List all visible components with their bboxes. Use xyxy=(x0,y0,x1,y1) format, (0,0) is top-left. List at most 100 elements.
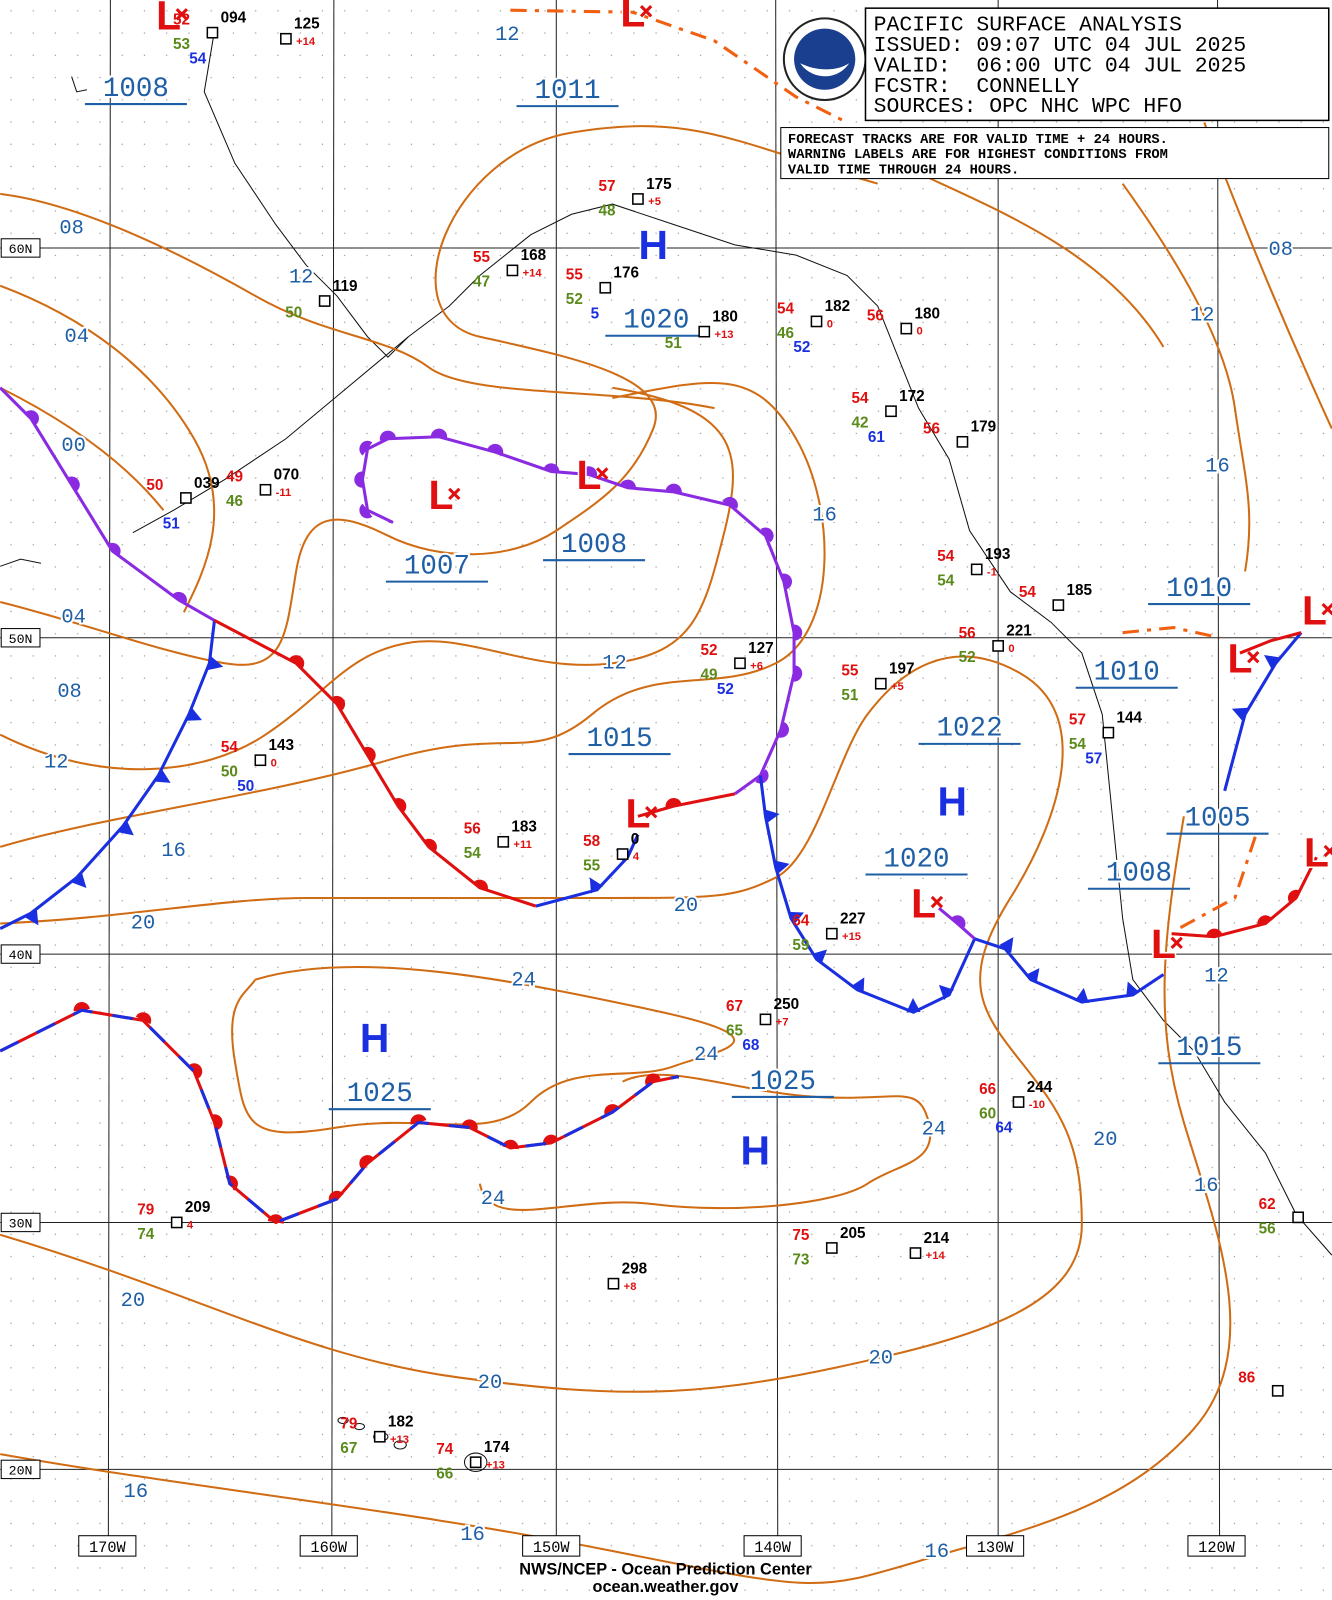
station-tendency: 0 xyxy=(271,757,277,769)
low-center: L xyxy=(1302,587,1327,633)
station-temp: 55 xyxy=(473,249,491,266)
station-marker xyxy=(259,483,272,496)
station-pressure: 127 xyxy=(748,640,774,657)
pressure-label: 1008 xyxy=(1106,859,1172,890)
isobar-label: 12 xyxy=(44,751,68,774)
station-pressure: 175 xyxy=(646,176,672,193)
station-dew: 73 xyxy=(792,1251,809,1268)
isobar-label: 20 xyxy=(478,1372,502,1395)
station-marker xyxy=(1102,726,1115,739)
station-tendency: +7 xyxy=(776,1017,789,1029)
station-marker xyxy=(970,563,983,576)
station-pressure: 182 xyxy=(825,298,851,315)
isobar-label: 04 xyxy=(64,326,88,349)
station-pressure: 094 xyxy=(221,9,247,26)
station-extra: 52 xyxy=(717,681,734,698)
station-tendency: +14 xyxy=(523,268,543,280)
station-dew: 55 xyxy=(583,857,601,874)
low-center: L xyxy=(1304,829,1329,875)
station-temp: 54 xyxy=(221,739,239,756)
pressure-label: 1011 xyxy=(534,76,600,107)
station-dew: 54 xyxy=(937,573,955,590)
isobar-label: 12 xyxy=(495,24,519,47)
station-pressure: 205 xyxy=(840,1225,866,1242)
station-marker xyxy=(759,1013,772,1026)
station-temp: 52 xyxy=(173,11,190,28)
pressure-label: 1022 xyxy=(937,714,1003,745)
station-extra: 50 xyxy=(237,778,254,795)
station-marker xyxy=(254,754,267,767)
station-pressure: 221 xyxy=(1006,623,1032,640)
longitude-label: 170W xyxy=(89,1539,127,1557)
lon-label-box xyxy=(522,1535,581,1557)
station-marker xyxy=(1271,1384,1284,1397)
station-temp: 62 xyxy=(1259,1196,1276,1213)
footer-line: NWS/NCEP - Ocean Prediction Center xyxy=(519,1560,812,1578)
isobar-label: 08 xyxy=(57,681,81,704)
header-sources: SOURCES: OPC NHC WPC HFO xyxy=(874,95,1182,119)
station-temp: 54 xyxy=(852,390,870,407)
high-center: H xyxy=(741,1127,770,1173)
station-marker xyxy=(206,26,219,39)
lon-label-box xyxy=(78,1535,137,1557)
station-temp: 52 xyxy=(701,642,718,659)
station-dew: 49 xyxy=(701,667,718,684)
station-marker xyxy=(1292,1211,1305,1224)
isobar-label: 16 xyxy=(124,1481,148,1504)
station-dew: 52 xyxy=(959,649,976,666)
station-extra: 52 xyxy=(793,339,810,356)
station-dew: 50 xyxy=(285,304,302,321)
station-tendency: +13 xyxy=(390,1434,409,1446)
low-center: L xyxy=(429,472,454,518)
low-center: L xyxy=(625,791,650,837)
station-temp: 74 xyxy=(436,1441,454,1458)
station-dew: 59 xyxy=(792,937,809,954)
station-marker xyxy=(1052,599,1065,611)
station-extra: 64 xyxy=(995,1120,1013,1137)
station-temp: 67 xyxy=(726,998,743,1015)
isobar-label: 08 xyxy=(59,218,83,241)
station-tendency: 0 xyxy=(827,319,833,331)
station-pressure: 070 xyxy=(274,467,300,484)
isobar-label: 24 xyxy=(511,970,535,993)
low-x xyxy=(930,895,944,909)
station-dew: 51 xyxy=(665,335,683,352)
station-tendency: +13 xyxy=(486,1459,505,1471)
station-marker xyxy=(632,193,644,205)
isobar-label: 16 xyxy=(1194,1175,1218,1198)
station-extra: 51 xyxy=(163,516,181,533)
station-pressure: 0 xyxy=(631,831,640,848)
isobar-label: 08 xyxy=(1269,239,1293,262)
station-marker xyxy=(825,1242,838,1254)
station-marker xyxy=(599,281,612,294)
station-dew: 50 xyxy=(221,764,238,781)
station-dew: 54 xyxy=(464,845,482,862)
isobar-label: 24 xyxy=(694,1044,718,1067)
isobar-label: 20 xyxy=(121,1290,145,1313)
station-temp: 55 xyxy=(841,663,859,680)
station-pressure: 144 xyxy=(1117,709,1143,726)
station-marker xyxy=(734,657,746,670)
station-pressure: 180 xyxy=(712,308,738,325)
longitude-label: 130W xyxy=(977,1539,1015,1557)
station-extra: 57 xyxy=(1085,750,1102,767)
header-box: PACIFIC SURFACE ANALYSIS ISSUED: 09:07 U… xyxy=(780,7,1330,180)
latitude-label: 30N xyxy=(9,1217,33,1232)
lon-label-box xyxy=(1187,1535,1246,1557)
station-pressure: 244 xyxy=(1027,1079,1053,1096)
station-pressure: 179 xyxy=(971,419,997,436)
station-tendency: +15 xyxy=(842,931,861,943)
pressure-label: 1015 xyxy=(587,724,653,755)
station-pressure: 298 xyxy=(622,1260,648,1277)
station-tendency: -11 xyxy=(276,487,292,499)
noaa-logo xyxy=(782,17,867,102)
isobar-label: 16 xyxy=(161,840,185,863)
station-marker xyxy=(874,677,887,690)
station-tendency: 4 xyxy=(633,851,640,863)
pressure-label: 1025 xyxy=(347,1079,413,1110)
station-temp: 64 xyxy=(792,913,810,930)
station-dew: 74 xyxy=(137,1226,155,1243)
note-line: VALID TIME THROUGH 24 HOURS. xyxy=(788,163,1019,178)
station-pressure: 209 xyxy=(185,1199,211,1216)
